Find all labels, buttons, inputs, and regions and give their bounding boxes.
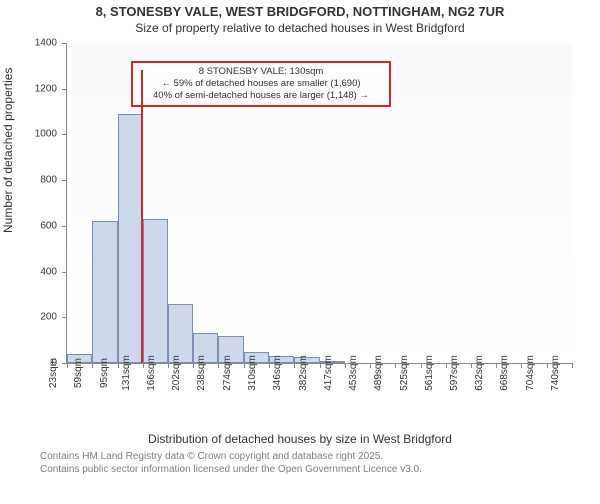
ytick-label: 200	[40, 312, 57, 323]
ytick-mark	[62, 180, 67, 181]
ytick-label: 1000	[35, 129, 57, 140]
xtick-mark	[244, 363, 245, 368]
ytick-label: 400	[40, 266, 57, 277]
xtick-mark	[572, 363, 573, 368]
ytick-mark	[62, 272, 67, 273]
ytick-label: 1200	[35, 83, 57, 94]
xtick-mark	[345, 363, 346, 368]
xtick-label: 23sqm	[48, 358, 59, 388]
property-marker-line	[141, 70, 143, 363]
xtick-mark	[370, 363, 371, 368]
xtick-mark	[168, 363, 169, 368]
ytick-mark	[62, 226, 67, 227]
histogram-bar	[143, 219, 168, 363]
ytick-mark	[62, 134, 67, 135]
xtick-mark	[471, 363, 472, 368]
xtick-label: 202sqm	[171, 355, 182, 391]
xtick-label: 310sqm	[247, 355, 258, 391]
xtick-label: 740sqm	[550, 355, 561, 391]
y-axis-label: Number of detached properties	[1, 67, 15, 232]
ytick-label: 800	[40, 175, 57, 186]
xtick-label: 95sqm	[99, 358, 110, 388]
ytick-label: 1400	[35, 38, 57, 49]
xtick-mark	[294, 363, 295, 368]
xtick-label: 274sqm	[222, 355, 233, 391]
ytick-mark	[62, 43, 67, 44]
xtick-label: 704sqm	[525, 355, 536, 391]
title-line-2: Size of property relative to detached ho…	[0, 21, 600, 35]
xtick-mark	[421, 363, 422, 368]
annotation-line-2: ← 59% of detached houses are smaller (1,…	[139, 78, 383, 90]
x-axis-label: Distribution of detached houses by size …	[0, 432, 600, 446]
xtick-mark	[547, 363, 548, 368]
histogram-bar	[92, 221, 117, 363]
xtick-label: 668sqm	[499, 355, 510, 391]
ytick-label: 600	[40, 220, 57, 231]
footer: Contains HM Land Registry data © Crown c…	[40, 450, 600, 476]
annotation-line-1: 8 STONESBY VALE: 130sqm	[139, 66, 383, 78]
xtick-mark	[92, 363, 93, 368]
xtick-mark	[521, 363, 522, 368]
chart-container: Number of detached properties 8 STONESBY…	[0, 35, 600, 430]
ytick-mark	[62, 89, 67, 90]
xtick-label: 453sqm	[348, 355, 359, 391]
xtick-mark	[395, 363, 396, 368]
xtick-label: 417sqm	[323, 355, 334, 391]
xtick-mark	[269, 363, 270, 368]
annotation-line-3: 40% of semi-detached houses are larger (…	[139, 90, 383, 102]
xtick-label: 346sqm	[273, 355, 284, 391]
ytick-mark	[62, 317, 67, 318]
xtick-label: 561sqm	[424, 355, 435, 391]
footer-line-1: Contains HM Land Registry data © Crown c…	[40, 450, 600, 463]
plot-area: 8 STONESBY VALE: 130sqm ← 59% of detache…	[66, 43, 572, 364]
xtick-label: 238sqm	[197, 355, 208, 391]
xtick-mark	[218, 363, 219, 368]
xtick-label: 597sqm	[449, 355, 460, 391]
xtick-mark	[193, 363, 194, 368]
xtick-label: 59sqm	[73, 358, 84, 388]
footer-line-2: Contains public sector information licen…	[40, 463, 600, 476]
xtick-label: 489sqm	[373, 355, 384, 391]
xtick-label: 632sqm	[474, 355, 485, 391]
xtick-mark	[320, 363, 321, 368]
xtick-label: 166sqm	[146, 355, 157, 391]
xtick-label: 382sqm	[298, 355, 309, 391]
xtick-mark	[446, 363, 447, 368]
xtick-mark	[118, 363, 119, 368]
histogram-bar	[168, 304, 193, 363]
xtick-mark	[143, 363, 144, 368]
histogram-bar	[118, 114, 143, 363]
xtick-mark	[496, 363, 497, 368]
xtick-mark	[67, 363, 68, 368]
xtick-label: 131sqm	[121, 355, 132, 391]
xtick-label: 525sqm	[399, 355, 410, 391]
title-line-1: 8, STONESBY VALE, WEST BRIDGFORD, NOTTIN…	[0, 4, 600, 19]
annotation-box: 8 STONESBY VALE: 130sqm ← 59% of detache…	[131, 61, 391, 107]
